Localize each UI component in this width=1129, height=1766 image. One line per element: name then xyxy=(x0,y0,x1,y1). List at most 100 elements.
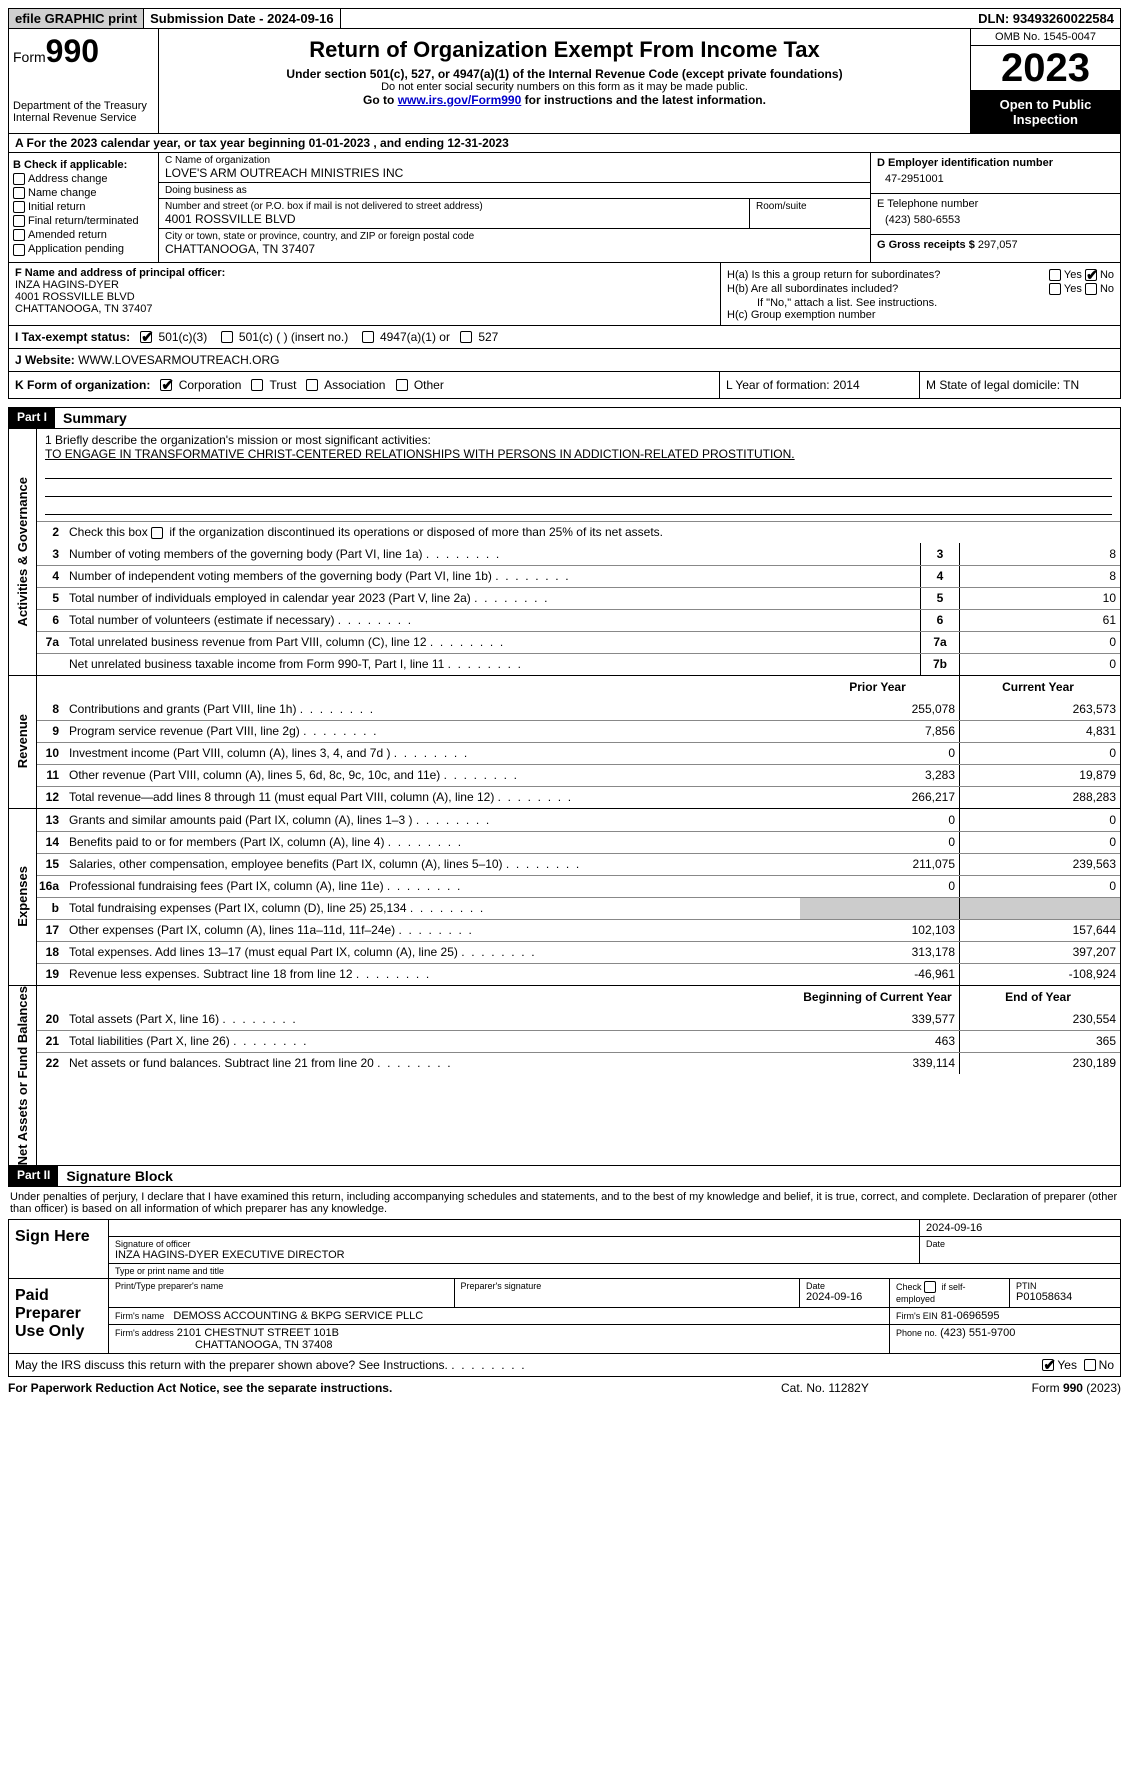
perjury-statement: Under penalties of perjury, I declare th… xyxy=(8,1187,1121,1219)
dln: DLN: 93493260022584 xyxy=(972,9,1120,28)
form-header: Form990 Department of the TreasuryIntern… xyxy=(8,29,1121,134)
cb-other[interactable] xyxy=(396,379,408,391)
dept-treasury: Department of the TreasuryInternal Reven… xyxy=(13,100,154,124)
may-irs-no[interactable] xyxy=(1084,1359,1096,1371)
col-b: B Check if applicable: Address change Na… xyxy=(9,153,159,262)
row-a-tax-year: A For the 2023 calendar year, or tax yea… xyxy=(8,134,1121,153)
part1-header: Part I Summary xyxy=(8,407,1121,429)
gov-line: 5Total number of individuals employed in… xyxy=(37,587,1120,609)
side-expenses: Expenses xyxy=(9,809,37,985)
dba-label: Doing business as xyxy=(165,185,864,196)
org-name: LOVE'S ARM OUTREACH MINISTRIES INC xyxy=(165,166,864,180)
ein-label: D Employer identification number xyxy=(877,157,1114,169)
data-line: 21Total liabilities (Part X, line 26)463… xyxy=(37,1030,1120,1052)
form-label: Form xyxy=(13,49,46,65)
data-line: bTotal fundraising expenses (Part IX, co… xyxy=(37,897,1120,919)
header-left: Form990 Department of the TreasuryIntern… xyxy=(9,29,159,133)
hb-no[interactable] xyxy=(1085,283,1097,295)
row-k: K Form of organization: Corporation Trus… xyxy=(8,372,1121,399)
section-net-assets: Net Assets or Fund Balances Beginning of… xyxy=(8,986,1121,1166)
hb-yes[interactable] xyxy=(1049,283,1061,295)
net-header: Beginning of Current Year End of Year xyxy=(37,986,1120,1008)
prep-name-label: Print/Type preparer's name xyxy=(115,1281,448,1291)
cb-corp[interactable] xyxy=(160,379,172,391)
ha-yes[interactable] xyxy=(1049,269,1061,281)
prep-sig-label: Preparer's signature xyxy=(461,1281,794,1291)
prep-date: 2024-09-16 xyxy=(806,1291,862,1303)
col-c: C Name of organization LOVE'S ARM OUTREA… xyxy=(159,153,870,262)
data-line: 15Salaries, other compensation, employee… xyxy=(37,853,1120,875)
side-net: Net Assets or Fund Balances xyxy=(9,986,37,1165)
gross-value: 297,057 xyxy=(978,239,1018,251)
part2-badge: Part II xyxy=(9,1166,58,1186)
officer-addr1: 4001 ROSSVILLE BLVD xyxy=(15,291,714,303)
cb-initial-return[interactable]: Initial return xyxy=(13,201,154,213)
cb-application-pending[interactable]: Application pending xyxy=(13,243,154,255)
form-title: Return of Organization Exempt From Incom… xyxy=(167,37,962,63)
prep-self-employed: Check if self-employed xyxy=(890,1279,1010,1307)
firm-phone: (423) 551-9700 xyxy=(940,1327,1015,1339)
cb-discontinued[interactable] xyxy=(151,527,163,539)
cb-501c3[interactable] xyxy=(140,331,152,343)
addr-label: Number and street (or P.O. box if mail i… xyxy=(165,201,743,212)
cb-address-change[interactable]: Address change xyxy=(13,173,154,185)
sig-date-label: Date xyxy=(926,1239,1114,1249)
cb-assoc[interactable] xyxy=(306,379,318,391)
efile-label: efile GRAPHIC print xyxy=(9,9,144,28)
gov-line: 7aTotal unrelated business revenue from … xyxy=(37,631,1120,653)
may-irs-row: May the IRS discuss this return with the… xyxy=(8,1354,1121,1377)
firm-ein: 81-0696595 xyxy=(941,1310,1000,1322)
form-page: Form 990 (2023) xyxy=(961,1381,1121,1395)
header-sub2: Do not enter social security numbers on … xyxy=(167,81,962,93)
firm-addr2: CHATTANOOGA, TN 37408 xyxy=(115,1339,333,1351)
cb-amended-return[interactable]: Amended return xyxy=(13,229,154,241)
officer-label: F Name and address of principal officer: xyxy=(15,267,225,279)
data-line: 13Grants and similar amounts paid (Part … xyxy=(37,809,1120,831)
sign-here-block: Sign Here 2024-09-16 Signature of office… xyxy=(8,1219,1121,1279)
hb-note: If "No," attach a list. See instructions… xyxy=(727,297,1114,309)
ha-no[interactable] xyxy=(1085,269,1097,281)
data-line: 19Revenue less expenses. Subtract line 1… xyxy=(37,963,1120,985)
part1-badge: Part I xyxy=(9,408,55,428)
hb-label: H(b) Are all subordinates included? xyxy=(727,283,1049,295)
tel-label: E Telephone number xyxy=(877,198,1114,210)
mission-text: TO ENGAGE IN TRANSFORMATIVE CHRIST-CENTE… xyxy=(45,447,1112,461)
website-label: J Website: xyxy=(15,353,75,367)
part2-title: Signature Block xyxy=(58,1166,1120,1186)
section-expenses: Expenses 13Grants and similar amounts pa… xyxy=(8,809,1121,986)
mission-label: 1 Briefly describe the organization's mi… xyxy=(45,433,1112,447)
section-fh: F Name and address of principal officer:… xyxy=(8,263,1121,326)
cb-final-return[interactable]: Final return/terminated xyxy=(13,215,154,227)
paid-preparer-block: Paid Preparer Use Only Print/Type prepar… xyxy=(8,1279,1121,1354)
header-right: OMB No. 1545-0047 2023 Open to Public In… xyxy=(970,29,1120,133)
gov-line: 3Number of voting members of the governi… xyxy=(37,543,1120,565)
sign-here-label: Sign Here xyxy=(9,1220,109,1278)
addr-value: 4001 ROSSVILLE BLVD xyxy=(165,212,743,226)
section-governance: Activities & Governance 1 Briefly descri… xyxy=(8,429,1121,676)
gov-line: 6Total number of volunteers (estimate if… xyxy=(37,609,1120,631)
type-name-label: Type or print name and title xyxy=(109,1264,1120,1278)
part2-header: Part II Signature Block xyxy=(8,1166,1121,1187)
tax-exempt-label: I Tax-exempt status: xyxy=(15,330,130,344)
section-bcd: B Check if applicable: Address change Na… xyxy=(8,153,1121,263)
cb-4947[interactable] xyxy=(362,331,374,343)
firm-name: DEMOSS ACCOUNTING & BKPG SERVICE PLLC xyxy=(173,1310,423,1322)
state-domicile: M State of legal domicile: TN xyxy=(920,372,1120,398)
cb-name-change[interactable]: Name change xyxy=(13,187,154,199)
pra-notice: For Paperwork Reduction Act Notice, see … xyxy=(8,1381,781,1395)
cb-trust[interactable] xyxy=(251,379,263,391)
irs-link[interactable]: www.irs.gov/Form990 xyxy=(398,93,522,107)
may-irs-yes[interactable] xyxy=(1042,1359,1054,1371)
paid-preparer-label: Paid Preparer Use Only xyxy=(9,1279,109,1353)
form-org-label: K Form of organization: xyxy=(15,378,150,392)
cb-527[interactable] xyxy=(460,331,472,343)
org-name-label: C Name of organization xyxy=(165,155,864,166)
header-sub1: Under section 501(c), 527, or 4947(a)(1)… xyxy=(167,67,962,81)
city-label: City or town, state or province, country… xyxy=(165,231,864,242)
cb-501c[interactable] xyxy=(221,331,233,343)
data-line: 20Total assets (Part X, line 16)339,5772… xyxy=(37,1008,1120,1030)
mission-block: 1 Briefly describe the organization's mi… xyxy=(37,429,1120,521)
data-line: 14Benefits paid to or for members (Part … xyxy=(37,831,1120,853)
sec-h: H(a) Is this a group return for subordin… xyxy=(720,263,1120,325)
open-inspection: Open to Public Inspection xyxy=(971,91,1120,133)
